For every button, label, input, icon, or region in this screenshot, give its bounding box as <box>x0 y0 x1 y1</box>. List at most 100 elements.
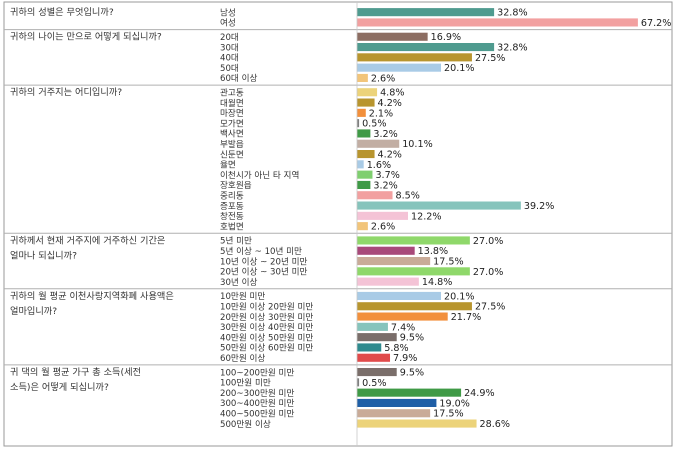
option-label: 5년 이상 ~ 10년 미만 <box>220 246 302 257</box>
value-label: 12.2% <box>411 211 441 222</box>
question-group: 귀하의 나이는 만으로 어떻게 되십니까? 20대 16.9% 30대 32.8% 40대… <box>10 31 528 85</box>
value-label: 13.8% <box>418 246 448 257</box>
option-label: 30년 이상 <box>220 277 257 288</box>
value-label: 67.2% <box>641 18 671 29</box>
value-label: 0.5% <box>362 378 386 389</box>
value-label: 21.7% <box>451 312 481 323</box>
value-label: 27.5% <box>475 302 505 313</box>
value-label: 16.9% <box>431 32 461 43</box>
bar <box>357 108 366 117</box>
value-label: 20.1% <box>444 63 474 74</box>
bar <box>357 236 470 245</box>
bar <box>357 378 360 387</box>
option-label: 관고동 <box>220 87 244 98</box>
value-label: 2.1% <box>369 108 393 119</box>
value-label: 4.8% <box>380 88 404 99</box>
option-label: 율면 <box>220 160 236 171</box>
bar <box>357 32 428 41</box>
question-group: 귀하의 거주지는 어디입니까? 관고동 4.8% 대월면 4.2% 마장면 2.1% 모가면 0… <box>10 86 554 232</box>
bar <box>357 191 393 200</box>
bar <box>357 398 437 407</box>
value-label: 17.5% <box>433 256 463 267</box>
value-label: 7.9% <box>393 353 417 364</box>
bar <box>357 211 408 220</box>
bar <box>357 150 375 159</box>
bar <box>357 43 495 52</box>
bar <box>357 222 368 231</box>
question-text: 소득)은 어떻게 되십니까? <box>10 381 109 393</box>
option-label: 30대 <box>220 42 239 53</box>
question-text: 귀하께서 현재 거주지에 거주하신 기간은 <box>10 235 165 246</box>
option-label: 100만원 미만 <box>220 378 271 389</box>
option-label: 40만원 이상 50만원 미만 <box>220 332 313 343</box>
option-label: 증포동 <box>220 201 244 212</box>
option-label: 200~300만원 미만 <box>220 388 294 399</box>
value-label: 1.6% <box>367 160 391 171</box>
option-label: 300~400만원 미만 <box>220 398 294 409</box>
option-label: 100~200만원 미만 <box>220 367 294 378</box>
bar <box>357 180 371 189</box>
option-label: 400~500만원 미만 <box>220 408 294 419</box>
bar <box>357 388 462 397</box>
bar <box>357 201 521 210</box>
question-text: 얼마입니까? <box>10 305 57 317</box>
bar <box>357 98 375 107</box>
option-label: 남성 <box>220 7 236 18</box>
option-label: 10만원 미만 <box>220 291 265 302</box>
value-label: 14.8% <box>422 277 452 288</box>
bar <box>357 63 442 72</box>
option-label: 백사면 <box>220 129 244 140</box>
question-text: 귀하의 나이는 만으로 어떻게 되십니까? <box>10 31 162 43</box>
bar <box>357 343 382 352</box>
bar <box>357 322 388 331</box>
option-label: 모가면 <box>220 118 244 129</box>
bar <box>357 257 431 266</box>
option-label: 60만원 이상 <box>220 353 265 364</box>
option-label: 부발읍 <box>220 139 244 150</box>
value-label: 17.5% <box>433 409 463 420</box>
option-label: 60대 이상 <box>220 73 257 84</box>
bar <box>357 170 373 179</box>
question-text: 얼마나 되십니까? <box>10 250 77 261</box>
value-label: 32.8% <box>497 8 527 19</box>
option-label: 40대 <box>220 53 239 64</box>
value-label: 27.5% <box>475 53 505 64</box>
bar <box>357 129 371 138</box>
option-label: 10년 이상 ~ 20년 미만 <box>220 256 308 267</box>
value-label: 8.5% <box>396 191 420 202</box>
bar <box>357 139 400 148</box>
bar <box>357 277 419 286</box>
bar <box>357 291 442 300</box>
question-text: 귀하의 거주지는 어디입니까? <box>10 86 122 98</box>
question-text: 귀하의 월 평균 이천사랑지역화폐 사용액은 <box>10 290 174 302</box>
value-label: 9.5% <box>400 367 424 378</box>
option-label: 여성 <box>220 17 236 29</box>
value-label: 7.4% <box>391 322 415 333</box>
value-label: 27.0% <box>473 236 503 247</box>
option-label: 50대 <box>220 63 239 74</box>
value-label: 3.2% <box>373 129 397 140</box>
value-label: 3.7% <box>375 170 399 181</box>
option-label: 장호원읍 <box>220 180 252 191</box>
bar <box>357 419 477 428</box>
bar <box>357 88 378 97</box>
value-label: 32.8% <box>497 42 527 53</box>
option-label: 호법면 <box>220 221 244 232</box>
bar <box>357 302 472 311</box>
option-label: 이천시가 아닌 타 지역 <box>220 170 299 181</box>
option-label: 중리동 <box>220 190 244 201</box>
bar <box>357 353 391 362</box>
option-label: 창전동 <box>220 211 244 222</box>
question-text: 귀 댁의 월 평균 가구 총 소득(세전 <box>10 366 141 378</box>
value-label: 2.6% <box>371 73 395 84</box>
option-label: 20년 이상 ~ 30년 미만 <box>220 267 308 278</box>
chart-frame <box>3 1 673 447</box>
value-label: 27.0% <box>473 267 503 278</box>
value-label: 4.2% <box>378 98 402 109</box>
bar <box>357 368 397 377</box>
value-label: 10.1% <box>402 139 432 150</box>
